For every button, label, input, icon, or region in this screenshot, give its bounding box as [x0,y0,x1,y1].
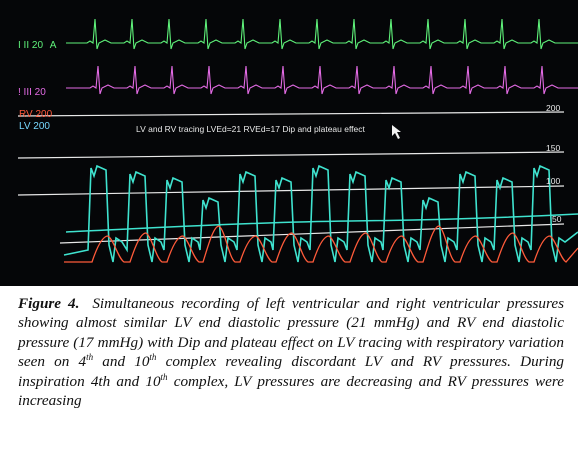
figure-label: Figure 4. [18,295,80,312]
caption-text-5: complex, LV pressures are decreasing and… [18,372,565,410]
ecg-lead-ii-label: I II 20 A [18,40,56,51]
scale-label-200: 200 [546,103,561,113]
caption-text-2: and 10 [93,353,150,371]
mouse-cursor-icon [392,125,401,139]
caption-sup-2: th [149,352,157,363]
ecg-lead-iii-trace [66,65,578,95]
caption-text-1: Simultaneous recording of left ventricul… [18,295,565,371]
ecg-lead-iii-label: ! III 20 [18,87,46,98]
rv-pressure-trace [64,225,578,263]
waveform-canvas [17,18,578,263]
caption-sup-3: th [160,371,168,382]
ecg-lead-ii-trace [66,18,578,50]
lv-baseline-trace [65,213,578,233]
rv-scale-label: RV 200 [19,109,53,120]
caption-sup-1: th [86,352,94,363]
tracing-annotation: LV and RV tracing LVEd=21 RVEd=17 Dip an… [136,124,365,134]
lv-pressure-trace [63,164,578,263]
lv-scale-label: LV 200 [19,121,50,132]
figure-caption: Figure 4. Simultaneous recording of left… [18,294,564,410]
scale-label-150: 150 [546,143,561,153]
pressure-monitor-screen: I II 20 A ! III 20 RV 200 LV 200 LV and … [0,0,578,286]
ecg-lead-ii-text: I II 20 [18,40,44,51]
scale-label-100: 100 [546,176,561,186]
scale-label-50: 50 [552,214,562,224]
caption-text-3: complex revealing discordant LV and RV p… [156,353,511,371]
caption-text-4: During inspiration 4th and 10 [18,353,565,390]
ecg-lead-ii-suffix: A [49,40,57,51]
